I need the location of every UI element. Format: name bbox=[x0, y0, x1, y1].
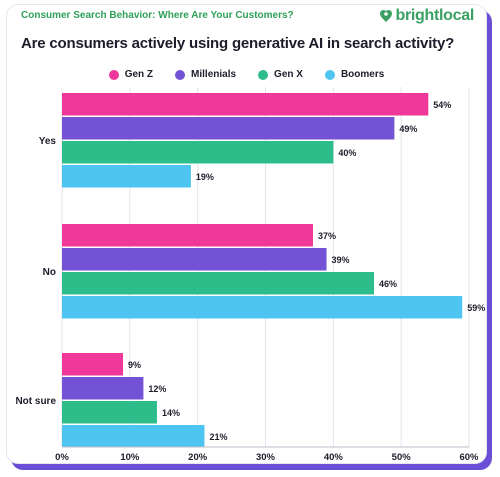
data-label: 21% bbox=[209, 432, 227, 442]
legend-label: Gen X bbox=[274, 69, 303, 80]
legend: Gen Z Millenials Gen X Boomers bbox=[7, 69, 486, 80]
data-label: 37% bbox=[318, 231, 336, 241]
data-label: 59% bbox=[467, 303, 485, 313]
plot-area: 54% 49% 40% 19% Yes 37% 39% 46% 59% No 9% 12% 14% 21%… bbox=[15, 87, 485, 463]
x-tick-label: 50% bbox=[392, 452, 412, 463]
bar bbox=[62, 248, 327, 271]
legend-item: Gen Z bbox=[108, 69, 154, 80]
data-label: 19% bbox=[196, 172, 214, 182]
chart-title: Are consumers actively using generative … bbox=[21, 35, 455, 52]
legend-label: Millenials bbox=[191, 69, 237, 80]
heart-pin-icon bbox=[379, 10, 392, 22]
bar bbox=[62, 93, 429, 116]
x-tick-label: 20% bbox=[188, 452, 208, 463]
data-label: 39% bbox=[332, 255, 350, 265]
bar bbox=[62, 296, 463, 319]
bar bbox=[62, 117, 395, 140]
bar bbox=[62, 353, 124, 376]
category-label: No bbox=[43, 267, 56, 278]
data-label: 46% bbox=[379, 279, 397, 289]
top-bar: Consumer Search Behavior: Where Are Your… bbox=[7, 5, 486, 29]
x-tick-label: 0% bbox=[55, 452, 69, 463]
data-label: 40% bbox=[338, 148, 356, 158]
brand-name: brightlocal bbox=[395, 7, 475, 24]
legend-swatch bbox=[108, 69, 119, 80]
legend-swatch bbox=[258, 69, 269, 80]
data-label: 12% bbox=[148, 384, 166, 394]
legend-label: Boomers bbox=[340, 69, 385, 80]
bar bbox=[62, 425, 205, 448]
category-label: Yes bbox=[39, 136, 57, 147]
bar bbox=[62, 272, 375, 295]
legend-label: Gen Z bbox=[124, 69, 154, 80]
category-label: Not sure bbox=[15, 396, 56, 407]
bar bbox=[62, 377, 144, 400]
data-label: 9% bbox=[128, 360, 141, 370]
x-tick-label: 40% bbox=[324, 452, 344, 463]
legend-item: Gen X bbox=[258, 69, 303, 80]
chart-card: Consumer Search Behavior: Where Are Your… bbox=[6, 4, 487, 464]
bar bbox=[62, 224, 313, 247]
data-label: 14% bbox=[162, 408, 180, 418]
x-tick-label: 60% bbox=[459, 452, 479, 463]
legend-item: Millenials bbox=[175, 69, 236, 80]
legend-item: Boomers bbox=[324, 69, 385, 80]
x-tick-label: 10% bbox=[120, 452, 140, 463]
bar bbox=[62, 141, 334, 164]
x-tick-label: 30% bbox=[256, 452, 276, 463]
eyebrow-title: Consumer Search Behavior: Where Are Your… bbox=[21, 10, 294, 21]
data-label: 49% bbox=[399, 124, 417, 134]
data-label: 54% bbox=[433, 100, 451, 110]
bar bbox=[62, 401, 157, 424]
legend-swatch bbox=[175, 69, 186, 80]
bar bbox=[62, 165, 191, 188]
legend-swatch bbox=[324, 69, 335, 80]
brand-logo: brightlocal bbox=[379, 7, 474, 25]
